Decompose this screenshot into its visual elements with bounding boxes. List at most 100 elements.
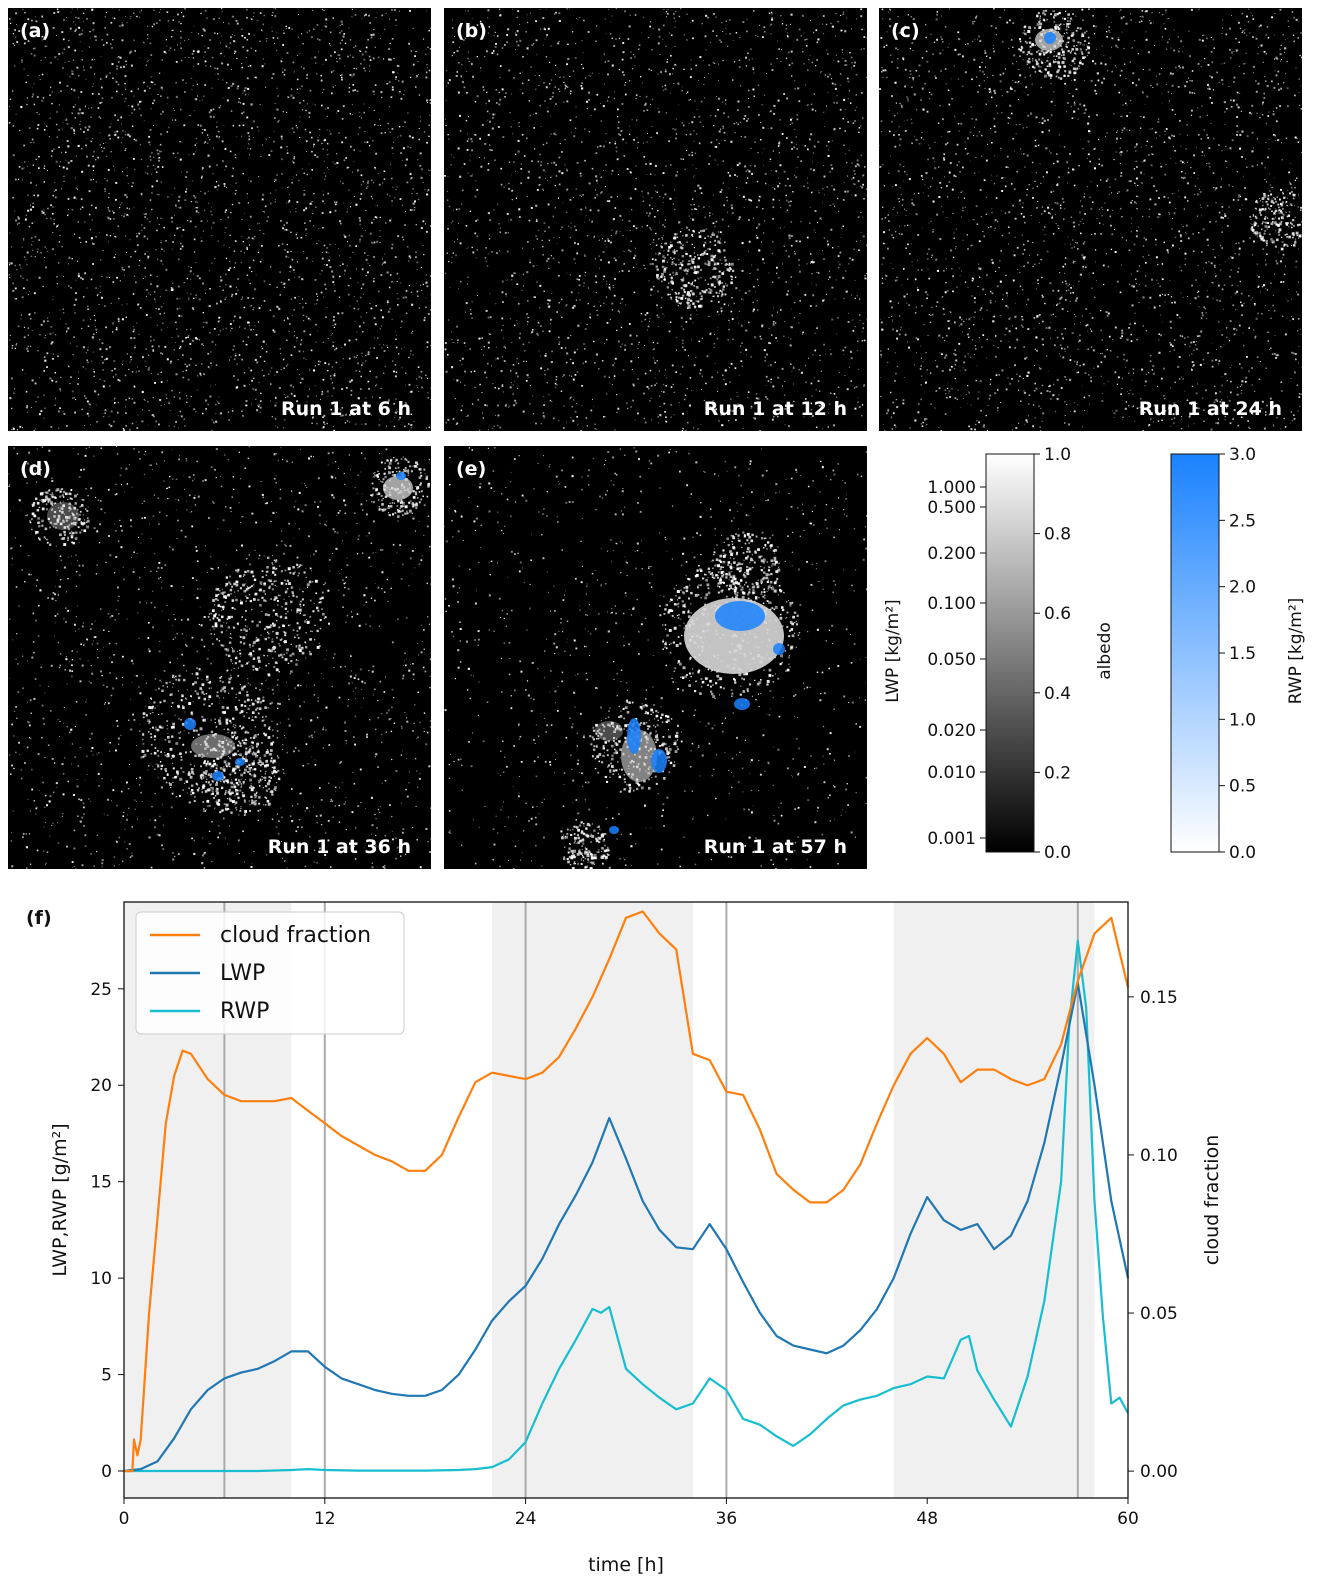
cloud-speck — [94, 206, 97, 209]
cloud-speck — [374, 166, 376, 169]
cloud-speck — [790, 338, 792, 340]
cloud-speck — [791, 308, 793, 310]
cloud-speck — [591, 72, 593, 74]
cloud-speck — [136, 15, 138, 18]
cloud-speck — [83, 21, 84, 23]
cloud-speck — [566, 8, 568, 10]
cloud-speck — [226, 99, 229, 102]
cloud-speck — [619, 214, 622, 217]
cloud-speck — [153, 99, 156, 102]
cloud-speck — [357, 397, 360, 400]
cloud-speck — [419, 116, 421, 118]
cloud-speck — [138, 333, 140, 336]
cloud-speck — [149, 87, 151, 89]
cloud-speck — [847, 78, 849, 80]
cloud-speck — [231, 293, 234, 296]
cloud-speck — [739, 195, 741, 196]
cloud-speck — [188, 334, 190, 337]
cloud-speck — [141, 224, 143, 226]
cloud-speck — [30, 237, 33, 239]
cloud-speck — [207, 305, 209, 307]
cloud-speck — [223, 244, 225, 246]
cloud-speck — [224, 169, 226, 171]
cloud-speck — [617, 108, 619, 111]
cloud-speck — [699, 187, 702, 190]
cloud-speck — [68, 209, 69, 210]
cloud-speck — [367, 380, 370, 383]
cloud-speck — [159, 72, 161, 74]
cloud-speck — [45, 334, 46, 336]
cloud-speck — [24, 12, 26, 14]
cloud-speck — [284, 69, 286, 71]
cloud-speck — [133, 337, 136, 339]
cloud-speck — [31, 96, 34, 98]
cloud-speck — [322, 252, 323, 253]
cloud-speck — [579, 299, 581, 301]
cloud-speck — [86, 17, 88, 20]
cloud-speck — [644, 421, 647, 424]
cloud-speck — [54, 196, 57, 199]
cloud-speck — [44, 337, 46, 339]
cloud-speck — [164, 404, 165, 405]
cloud-speck — [42, 97, 45, 99]
cloud-speck — [416, 74, 418, 76]
cloud-speck — [114, 367, 116, 370]
cloud-speck — [737, 395, 739, 397]
cloud-speck — [147, 25, 149, 27]
cloud-speck — [660, 306, 662, 309]
cloud-speck — [846, 64, 848, 66]
cloud-speck — [587, 31, 590, 33]
cloud-speck — [394, 331, 396, 332]
cloud-speck — [693, 272, 695, 274]
cloud-speck — [483, 354, 484, 356]
cloud-speck — [471, 246, 473, 249]
cloud-speck — [610, 33, 612, 35]
cloud-speck — [288, 186, 290, 188]
cloud-speck — [648, 215, 650, 217]
cloud-speck — [714, 333, 715, 335]
cloud-speck — [697, 428, 699, 430]
cloud-speck — [657, 290, 659, 293]
cloud-speck — [50, 426, 53, 428]
cloud-speck — [729, 322, 730, 324]
cloud-speck — [535, 220, 538, 222]
cloud-speck — [716, 278, 719, 281]
cloud-speck — [134, 346, 136, 349]
cloud-speck — [656, 314, 659, 317]
cloud-speck — [575, 188, 577, 190]
cloud-speck — [361, 53, 364, 56]
cloud-speck — [546, 382, 548, 384]
cloud-speck — [26, 292, 28, 294]
cloud-speck — [250, 328, 252, 331]
cloud-speck — [416, 290, 419, 293]
cloud-speck — [153, 23, 155, 26]
cloud-speck — [156, 179, 159, 182]
cloud-speck — [722, 127, 725, 129]
cloud-speck — [389, 274, 392, 276]
cloud-speck — [595, 152, 598, 154]
cloud-speck — [414, 55, 416, 57]
cloud-speck — [230, 36, 232, 39]
cloud-speck — [588, 182, 591, 185]
cloud-speck — [233, 266, 235, 268]
cloud-speck — [495, 415, 497, 416]
cloud-speck — [9, 232, 11, 234]
cloud-speck — [394, 417, 396, 418]
cloud-speck — [762, 126, 765, 129]
cloud-speck — [223, 185, 226, 187]
cloud-speck — [690, 68, 692, 70]
cloud-speck — [368, 55, 371, 58]
cloud-speck — [444, 175, 446, 177]
cloud-speck — [269, 192, 272, 194]
cloud-speck — [627, 407, 629, 409]
cloud-speck — [691, 390, 693, 391]
cloud-speck — [17, 325, 20, 327]
cloud-speck — [71, 112, 74, 115]
cloud-speck — [751, 172, 753, 175]
cloud-speck — [281, 58, 283, 60]
cloud-speck — [467, 283, 468, 285]
cloud-speck — [447, 191, 448, 192]
cloud-speck — [668, 330, 671, 333]
cloud-speck — [371, 241, 373, 244]
cloud-speck — [146, 238, 148, 240]
